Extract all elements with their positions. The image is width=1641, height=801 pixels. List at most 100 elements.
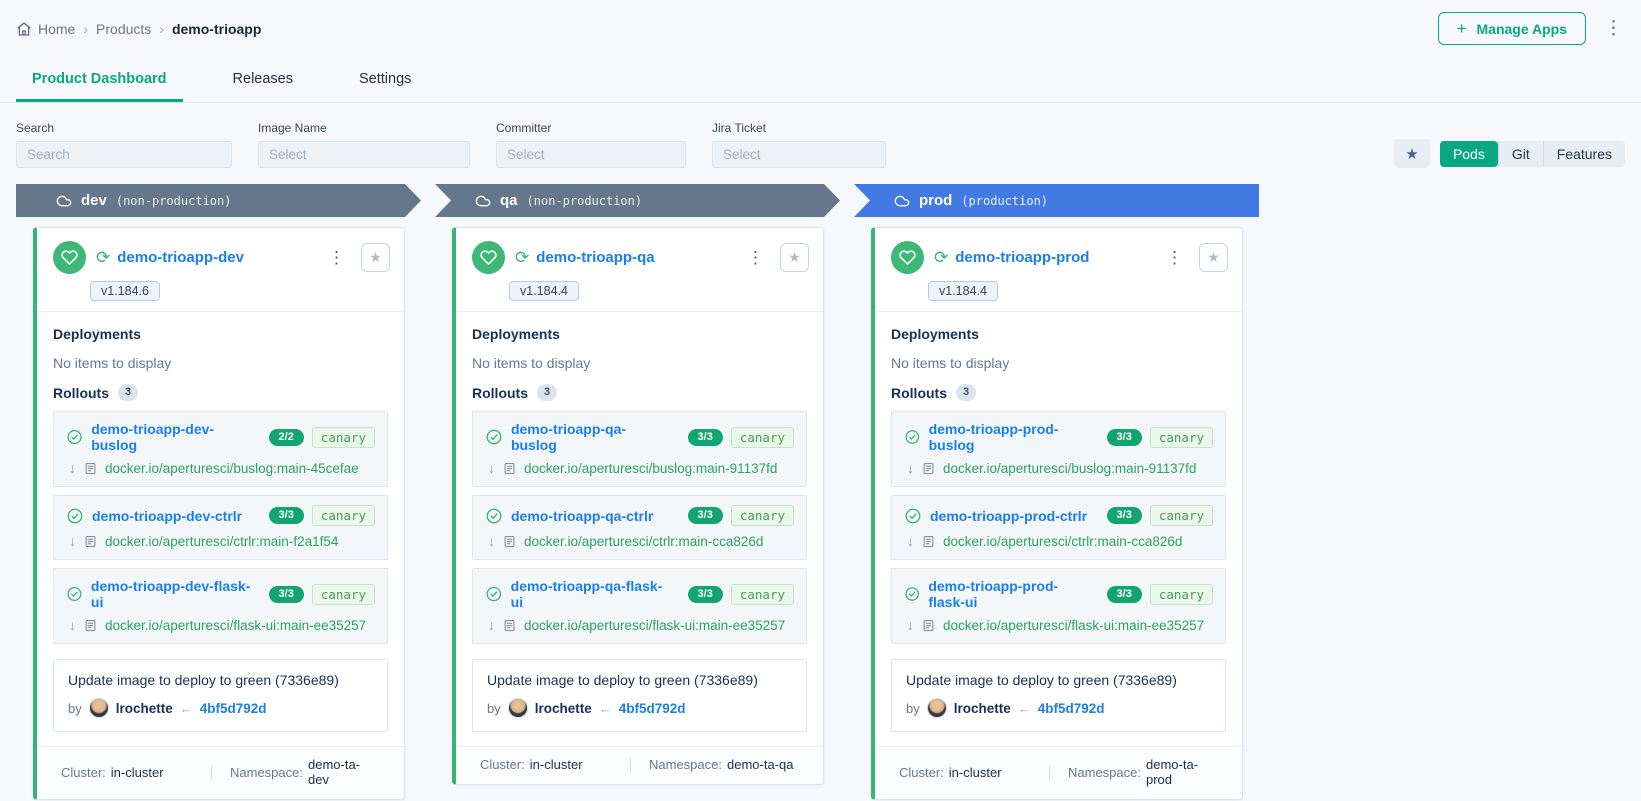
manage-apps-button[interactable]: + Manage Apps: [1437, 12, 1586, 45]
check-circle-icon: [486, 429, 502, 445]
container-image-link[interactable]: docker.io/aperturesci/ctrlr:main-cca826d: [524, 533, 764, 549]
arrow-down-icon: ↓: [488, 533, 495, 549]
rollout-name-link[interactable]: demo-trioapp-qa-buslog: [510, 421, 627, 453]
rollout-item: demo-trioapp-dev-ctrlr 3/3 canary ↓ dock…: [53, 495, 388, 560]
strategy-badge: canary: [311, 505, 375, 526]
container-image-link[interactable]: docker.io/aperturesci/flask-ui:main-ee35…: [524, 617, 786, 633]
cluster-info: Cluster: in-cluster: [480, 757, 630, 772]
star-icon: ★: [1207, 249, 1220, 265]
page-kebab-menu-button[interactable]: ⋮: [1600, 17, 1627, 40]
application-card: ⟳ demo-trioapp-dev ⋮ ★ v1.184.6 Deployme…: [33, 227, 405, 800]
cluster-label: Cluster:: [61, 764, 106, 780]
breadcrumb-current: demo-trioapp: [171, 20, 262, 37]
check-circle-icon: [905, 508, 921, 523]
replica-count-badge: 3/3: [268, 585, 304, 603]
commit-hash-link[interactable]: 4bf5d792d: [1037, 700, 1105, 716]
container-image-link[interactable]: docker.io/aperturesci/buslog:main-91137f…: [524, 460, 778, 476]
view-mode-toggle: Pods Git Features: [1439, 140, 1625, 167]
author-avatar: [88, 698, 109, 718]
rollout-item: demo-trioapp-prod-buslog 3/3 canary ↓ do…: [891, 411, 1226, 487]
version-badge: v1.184.4: [928, 281, 998, 301]
rollout-name-link[interactable]: demo-trioapp-prod-ctrlr: [930, 507, 1088, 524]
cluster-value: in-cluster: [529, 757, 583, 772]
namespace-info: Namespace: demo-ta-prod: [1068, 757, 1218, 787]
commit-hash-link[interactable]: 4bf5d792d: [618, 700, 686, 716]
filter-search-label: Search: [16, 121, 55, 135]
cluster-info: Cluster: in-cluster: [61, 765, 211, 780]
container-image-link[interactable]: docker.io/aperturesci/ctrlr:main-f2a1f54: [105, 533, 339, 549]
container-image-link[interactable]: docker.io/aperturesci/flask-ui:main-ee35…: [943, 617, 1205, 633]
arrow-left-icon: ←: [1017, 700, 1031, 716]
environment-kind: (non-production): [115, 193, 232, 208]
application-name-link[interactable]: demo-trioapp-prod: [955, 249, 1090, 266]
card-footer: Cluster: in-cluster Namespace: demo-ta-p…: [875, 746, 1242, 799]
card-header: ⟳ demo-trioapp-dev ⋮ ★ v1.184.6: [37, 228, 404, 312]
commit-hash-link[interactable]: 4bf5d792d: [199, 700, 267, 716]
by-label: by: [906, 700, 920, 716]
favorite-app-button[interactable]: ★: [780, 243, 809, 272]
toggle-git[interactable]: Git: [1497, 140, 1543, 167]
top-bar: Home › Products › demo-trioapp + Manage …: [0, 0, 1641, 53]
environment-column: qa (non-production) ⟳ demo-trioapp-qa ⋮ …: [435, 184, 840, 800]
tab-settings[interactable]: Settings: [359, 71, 412, 87]
commit-box: Update image to deploy to green (7336e89…: [891, 659, 1226, 732]
commit-box: Update image to deploy to green (7336e89…: [472, 659, 807, 732]
strategy-badge: canary: [311, 426, 375, 448]
image-manifest-icon: [923, 619, 934, 631]
favorites-filter-button[interactable]: ★: [1393, 139, 1430, 168]
check-circle-icon: [905, 430, 920, 444]
toggle-features[interactable]: Features: [1542, 140, 1625, 167]
container-image-link[interactable]: docker.io/aperturesci/buslog:main-45cefa…: [105, 460, 359, 476]
rollout-item: demo-trioapp-qa-ctrlr 3/3 canary ↓ docke…: [472, 495, 807, 560]
replica-count-badge: 3/3: [687, 507, 723, 524]
rollout-name-link[interactable]: demo-trioapp-dev-buslog: [91, 421, 215, 453]
star-icon: ★: [788, 249, 801, 265]
application-name-link[interactable]: demo-trioapp-qa: [536, 249, 655, 266]
filters: Search Image Name Committer Jira Ticket: [16, 121, 886, 168]
rollouts-list: demo-trioapp-qa-buslog 3/3 canary ↓ dock…: [472, 411, 807, 644]
environment-band: qa (non-production): [435, 184, 840, 217]
image-name-select[interactable]: [258, 141, 470, 168]
rollout-name-link[interactable]: demo-trioapp-dev-flask-ui: [90, 578, 251, 610]
plus-icon: +: [1456, 19, 1467, 38]
rollout-name-link[interactable]: demo-trioapp-qa-ctrlr: [511, 507, 654, 524]
arrow-left-icon: ←: [598, 700, 612, 716]
rollout-name-link[interactable]: demo-trioapp-prod-buslog: [928, 421, 1059, 453]
sync-status-icon: ⟳: [934, 248, 949, 267]
replica-count-badge: 3/3: [268, 507, 304, 524]
rollout-name-link[interactable]: demo-trioapp-prod-flask-ui: [928, 578, 1059, 610]
container-image-link[interactable]: docker.io/aperturesci/buslog:main-91137f…: [943, 460, 1197, 476]
toggle-pods[interactable]: Pods: [1439, 140, 1498, 167]
rollout-name-link[interactable]: demo-trioapp-dev-ctrlr: [92, 507, 243, 524]
rollouts-list: demo-trioapp-dev-buslog 2/2 canary ↓ doc…: [53, 411, 388, 644]
application-card: ⟳ demo-trioapp-qa ⋮ ★ v1.184.4 Deploymen…: [452, 227, 824, 785]
by-label: by: [68, 700, 82, 716]
arrow-down-icon: ↓: [907, 460, 914, 476]
container-image-link[interactable]: docker.io/aperturesci/flask-ui:main-ee35…: [105, 617, 367, 633]
search-input[interactable]: [16, 141, 232, 168]
tab-releases[interactable]: Releases: [232, 71, 293, 87]
container-image-link[interactable]: docker.io/aperturesci/ctrlr:main-cca826d: [943, 533, 1183, 549]
favorite-app-button[interactable]: ★: [1199, 243, 1228, 272]
rollouts-count-badge: 3: [118, 384, 139, 401]
namespace-label: Namespace:: [649, 757, 722, 772]
rollout-name-link[interactable]: demo-trioapp-qa-flask-ui: [510, 578, 663, 610]
commit-author: lrochette: [953, 700, 1011, 716]
breadcrumb-products-link[interactable]: Products: [96, 20, 152, 37]
jira-ticket-select[interactable]: [712, 141, 886, 168]
card-kebab-menu-button[interactable]: ⋮: [747, 248, 764, 267]
card-kebab-menu-button[interactable]: ⋮: [1166, 248, 1183, 267]
card-kebab-menu-button[interactable]: ⋮: [328, 248, 345, 267]
favorite-app-button[interactable]: ★: [361, 243, 390, 272]
namespace-label: Namespace:: [230, 764, 303, 780]
application-card: ⟳ demo-trioapp-prod ⋮ ★ v1.184.4 Deploym…: [871, 227, 1243, 800]
breadcrumb-home-link[interactable]: Home: [16, 21, 75, 37]
image-manifest-icon: [504, 619, 515, 631]
application-name-link[interactable]: demo-trioapp-dev: [117, 249, 244, 266]
card-body: Deployments No items to display Rollouts…: [456, 312, 823, 732]
tab-product-dashboard[interactable]: Product Dashboard: [16, 57, 183, 102]
arrow-down-icon: ↓: [69, 533, 76, 549]
committer-select[interactable]: [496, 141, 686, 168]
cluster-value: in-cluster: [110, 764, 164, 780]
